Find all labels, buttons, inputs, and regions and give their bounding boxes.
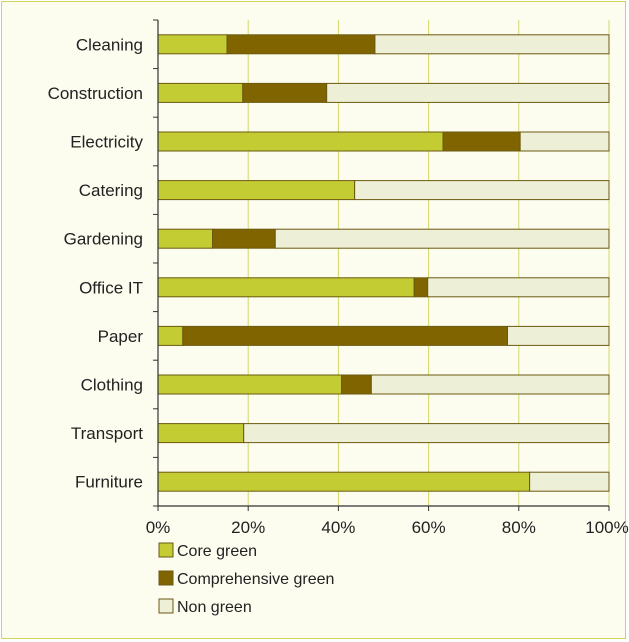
bar-segment [182, 325, 509, 346]
x-tick-label: 20% [231, 518, 265, 537]
category-label: Transport [71, 424, 143, 443]
bars [157, 34, 610, 492]
category-label: Catering [79, 181, 143, 200]
category-label: Office IT [79, 278, 143, 297]
legend-swatch [158, 598, 174, 614]
bar-segment [374, 34, 610, 55]
bar-segment [243, 423, 610, 444]
bar-segment [157, 325, 184, 346]
bar-segment [157, 228, 214, 249]
category-label: Clothing [81, 376, 143, 395]
bar-segment [157, 277, 415, 298]
legend-swatch [158, 542, 174, 558]
category-label: Electricity [70, 133, 143, 152]
bar-segment [157, 374, 343, 395]
x-tick-label: 0% [146, 518, 171, 537]
bar-segment [354, 180, 610, 201]
bar-segment [157, 423, 245, 444]
legend-label: Core green [177, 543, 257, 560]
legend-label: Non green [177, 599, 252, 616]
bar-segment [442, 131, 521, 152]
bar-segment [326, 82, 610, 103]
x-tick-label: 80% [502, 518, 536, 537]
category-label: Paper [98, 327, 144, 346]
bar-segment [242, 82, 328, 103]
category-label: Gardening [64, 230, 143, 249]
bar-segment [507, 325, 610, 346]
bar-segment [157, 131, 444, 152]
axes [153, 19, 610, 511]
bar-segment [157, 180, 356, 201]
legend-label: Comprehensive green [177, 571, 334, 588]
category-label: Cleaning [76, 35, 143, 54]
x-tick-label: 40% [321, 518, 355, 537]
bar-segment [212, 228, 276, 249]
bar-segment [226, 34, 376, 55]
bar-segment [341, 374, 372, 395]
tick-labels: 0% 20% 40% 60% 80% 100% [146, 518, 629, 537]
bar-segment [370, 374, 610, 395]
category-labels: Cleaning Construction Electricity Catering G… [48, 35, 144, 491]
category-label: Furniture [75, 473, 143, 492]
bar-segment [274, 228, 610, 249]
bar-segment [157, 471, 531, 492]
x-tick-label: 100% [585, 518, 628, 537]
bar-segment [529, 471, 610, 492]
bar-segment [519, 131, 610, 152]
legend: Core green Comprehensive green Non green [158, 542, 334, 616]
bar-segment [157, 82, 244, 103]
category-label: Construction [48, 84, 143, 103]
bar-segment [413, 277, 429, 298]
legend-swatch [158, 570, 174, 586]
x-tick-label: 60% [412, 518, 446, 537]
bar-segment [427, 277, 610, 298]
bar-segment [157, 34, 228, 55]
